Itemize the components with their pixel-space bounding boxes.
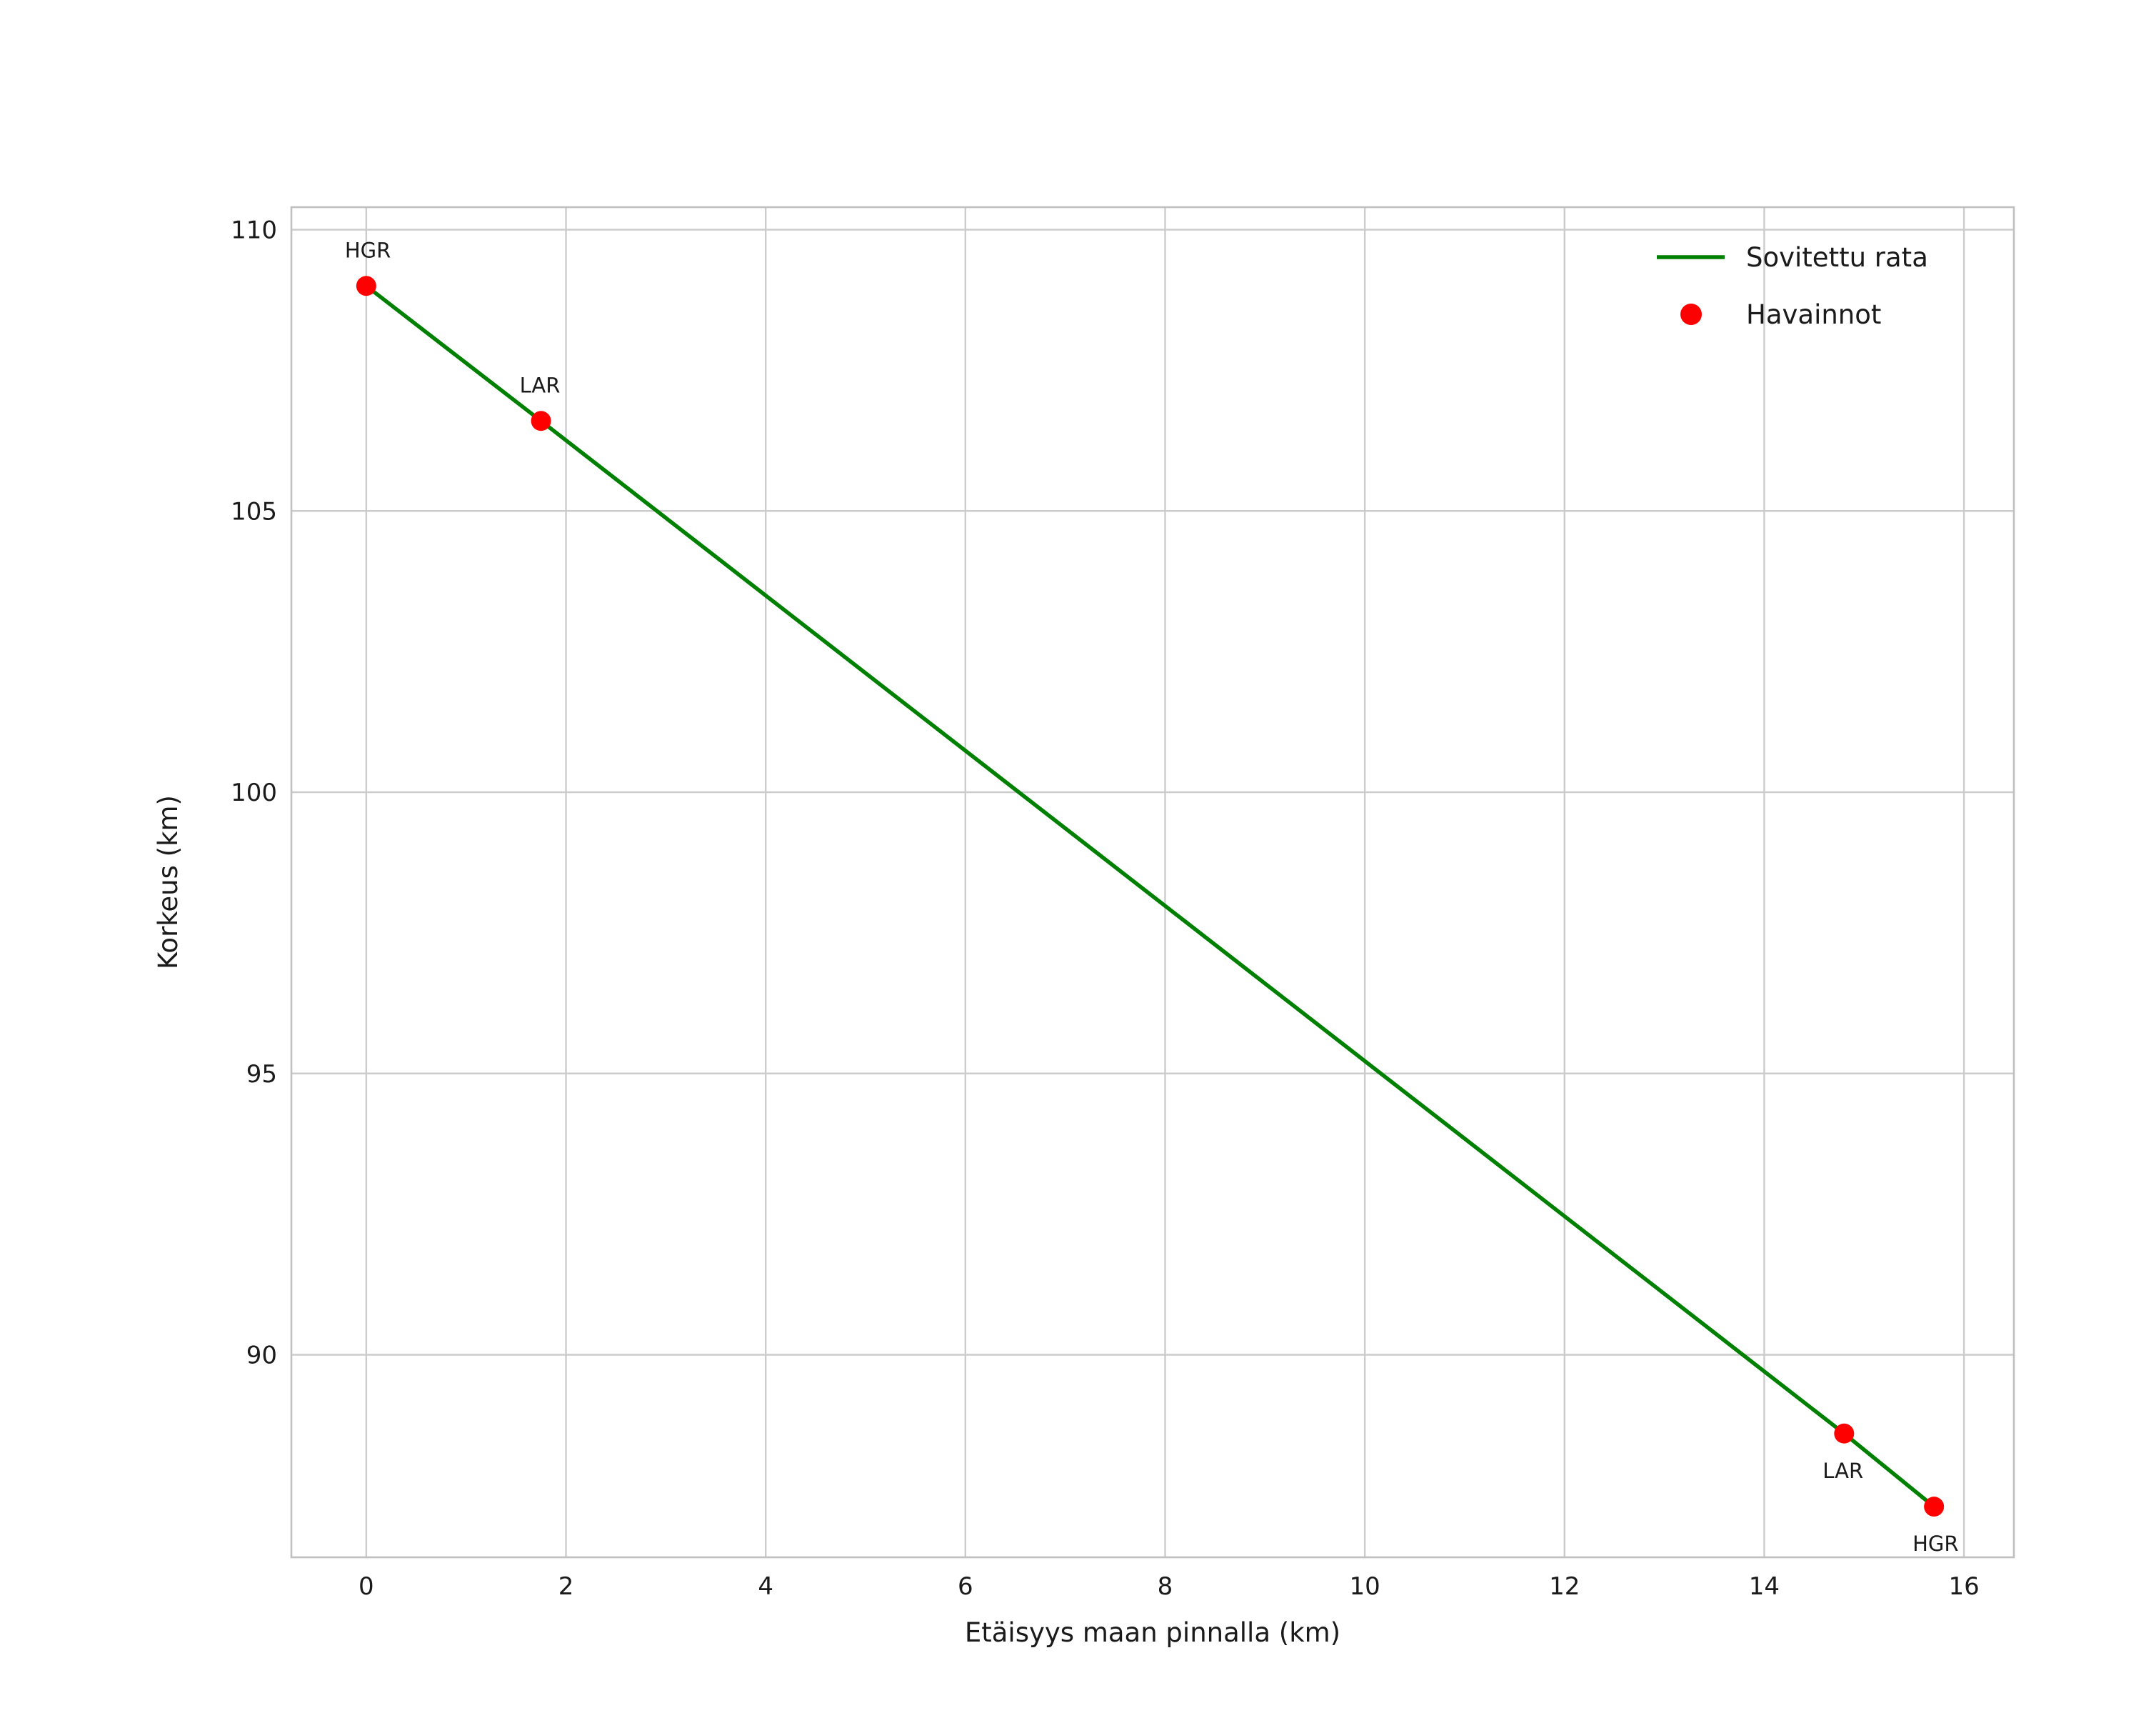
point-annotation: HGR: [345, 238, 391, 262]
y-tick-label: 105: [231, 497, 277, 526]
observation-point: [356, 276, 376, 296]
x-tick-label: 6: [958, 1572, 973, 1601]
legend-label: Sovitettu rata: [1746, 242, 1928, 273]
x-tick-label: 16: [1948, 1572, 1979, 1601]
y-tick-label: 110: [231, 216, 277, 245]
x-tick-label: 2: [558, 1572, 574, 1601]
x-tick-label: 14: [1749, 1572, 1780, 1601]
fitted-line: [364, 284, 1936, 1509]
x-tick-label: 0: [359, 1572, 374, 1601]
x-tick-label: 12: [1549, 1572, 1580, 1601]
x-tick-label: 10: [1349, 1572, 1380, 1601]
x-axis-label: Etäisyys maan pinnalla (km): [965, 1617, 1340, 1648]
y-tick-label: 95: [246, 1060, 277, 1089]
observation-point: [531, 411, 551, 431]
point-annotation: LAR: [1822, 1459, 1863, 1483]
legend-dot-swatch: [1680, 304, 1702, 325]
observation-point: [1924, 1497, 1945, 1517]
legend-label: Havainnot: [1746, 299, 1881, 330]
y-axis-label: Korkeus (km): [153, 795, 184, 969]
point-annotation: HGR: [1912, 1532, 1958, 1556]
x-tick-label: 8: [1158, 1572, 1173, 1601]
y-tick-label: 90: [246, 1342, 277, 1370]
observation-point: [1834, 1423, 1855, 1444]
point-annotation: LAR: [520, 373, 561, 397]
y-tick-label: 100: [231, 779, 277, 807]
x-tick-label: 4: [758, 1572, 773, 1601]
plot-border: [290, 206, 2015, 1559]
